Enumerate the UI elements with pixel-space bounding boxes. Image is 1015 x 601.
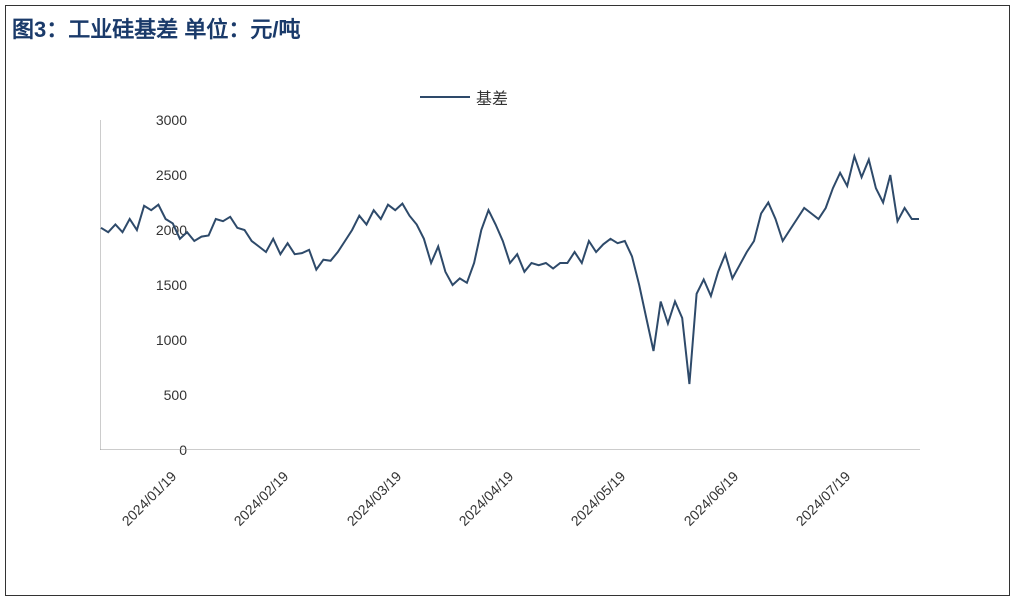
x-tick-label: 2024/06/19 bbox=[680, 468, 741, 529]
legend-label: 基差 bbox=[476, 85, 508, 109]
x-axis-labels: 2024/01/19 2024/02/19 2024/03/19 2024/04/19… bbox=[100, 460, 920, 560]
x-tick-label: 2024/03/19 bbox=[343, 468, 404, 529]
x-tick-label: 2024/02/19 bbox=[231, 468, 292, 529]
legend: 基差 bbox=[420, 85, 508, 109]
series-line bbox=[101, 156, 919, 384]
legend-swatch bbox=[420, 96, 470, 98]
chart-plot bbox=[100, 120, 920, 450]
x-tick-label: 2024/07/19 bbox=[792, 468, 853, 529]
chart-title: 图3：工业硅基差 单位：元/吨 bbox=[12, 12, 300, 44]
x-tick-label: 2024/04/19 bbox=[456, 468, 517, 529]
x-tick-label: 2024/01/19 bbox=[119, 468, 180, 529]
x-tick-label: 2024/05/19 bbox=[568, 468, 629, 529]
